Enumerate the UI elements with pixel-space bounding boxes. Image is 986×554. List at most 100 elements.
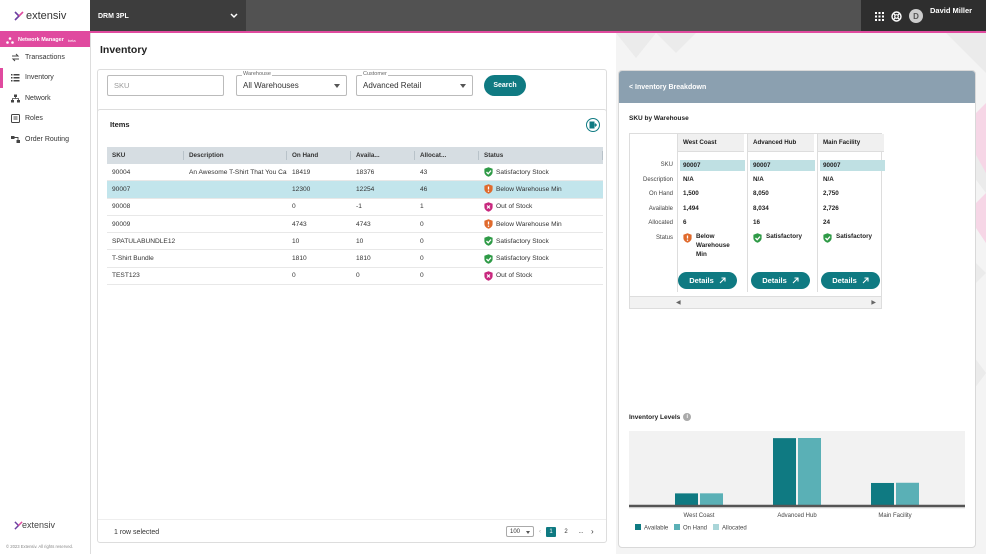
allocated-cell: 1 (420, 203, 424, 211)
x-tick-label: Advanced Hub (777, 513, 817, 519)
network-icon (11, 94, 20, 103)
status-cell: Below Warehouse Min (479, 184, 603, 195)
network-manager-badge[interactable]: Network Manager beta (0, 33, 90, 47)
row-label-status: Status (655, 235, 673, 241)
roles-icon (11, 114, 20, 124)
warehouse-name: Main Facility (818, 134, 884, 152)
page-size-value: 100 (510, 528, 521, 535)
sidebar-item-label: Inventory (25, 74, 54, 82)
inventory-levels-label: Inventory Levels (629, 413, 681, 421)
page-ellipsis[interactable]: ... (578, 528, 584, 535)
bar-on-hand (798, 438, 821, 506)
sidebar-item-network[interactable]: Network (0, 88, 90, 109)
available-cell: 18376 (356, 168, 375, 176)
caret-down-icon (460, 84, 466, 88)
pagination: 100 ‹ 1 2 ... › (506, 526, 594, 537)
network-manager-icon (6, 36, 14, 44)
column-header-sku[interactable]: SKU (107, 151, 184, 160)
help-lifebuoy-icon[interactable] (891, 10, 902, 22)
scroll-right-icon[interactable]: ▶ (871, 300, 876, 306)
warehouse-avail-value: 1,494 (683, 205, 699, 212)
column-header-description[interactable]: Description (184, 151, 287, 160)
description-cell: An Awesome T-Shirt That You Can Wear (189, 168, 287, 176)
avatar[interactable]: D (909, 9, 923, 23)
warehouse-alloc-value: 24 (823, 219, 831, 226)
column-header-available[interactable]: Availa... (351, 151, 415, 160)
badge-suffix: beta (67, 37, 76, 43)
status-warn-icon (484, 219, 493, 229)
table-row[interactable]: TEST123 0 0 0 Out of Stock (107, 268, 603, 286)
account-switcher[interactable]: DRM 3PL (90, 0, 246, 32)
chart-svg: West Coast Advanced Hub Main Facility Avail… (629, 431, 965, 532)
sidebar-item-label: Network (25, 94, 51, 102)
items-title: Items (110, 120, 130, 129)
column-header-status[interactable]: Status (479, 151, 603, 160)
available-cell: 1810 (356, 255, 371, 263)
details-button[interactable]: Details (821, 272, 880, 289)
scroll-left-icon[interactable]: ◀ (676, 300, 681, 306)
badge-label: Network Manager (18, 37, 64, 43)
extensiv-logo-icon (14, 11, 24, 21)
available-cell: -1 (356, 203, 362, 211)
on-hand-cell: 0 (292, 203, 296, 211)
prev-page-icon[interactable]: ‹ (539, 528, 541, 535)
column-header-allocated[interactable]: Allocat... (415, 151, 479, 160)
allocated-cell: 46 (420, 185, 428, 193)
on-hand-cell: 10 (292, 237, 300, 245)
info-icon[interactable]: i (683, 413, 692, 421)
warehouse-value: All Warehouses (243, 81, 299, 90)
page-1[interactable]: 1 (546, 526, 556, 537)
row-label-on-hand: On Hand (648, 191, 673, 197)
status-cell: Satisfactory Stock (479, 253, 603, 264)
row-label-allocated: Allocated (648, 220, 673, 226)
inventory-levels-chart: West Coast Advanced Hub Main Facility Avail… (629, 431, 965, 541)
warehouse-select[interactable]: Warehouse All Warehouses (236, 71, 347, 96)
routing-icon (11, 135, 20, 143)
apps-grid-icon[interactable] (875, 11, 884, 21)
warehouse-name: Advanced Hub (748, 134, 814, 152)
bar-available (675, 493, 698, 506)
top-bar: extensiv DRM 3PL D David Miller (0, 0, 986, 32)
brand-logo[interactable]: extensiv (0, 0, 90, 32)
sidebar-item-transactions[interactable]: Transactions (0, 47, 90, 68)
sidebar-item-order-routing[interactable]: Order Routing (0, 129, 90, 150)
legend-swatch (674, 524, 680, 530)
customer-select[interactable]: Customer Advanced Retail (356, 71, 473, 96)
table-row[interactable]: T-Shirt Bundle 1810 1810 0 Satisfactory Stoc… (107, 250, 603, 268)
table-row[interactable]: 90007 12300 12254 46 Below Warehouse Min (107, 181, 603, 199)
export-button[interactable] (586, 118, 600, 132)
details-button[interactable]: Details (678, 272, 737, 289)
table-row[interactable]: 90004 An Awesome T-Shirt That You Can Wea… (107, 164, 603, 182)
page-title: Inventory (100, 44, 148, 56)
search-button[interactable]: Search (484, 75, 526, 96)
breakdown-back-link[interactable]: < Inventory Breakdown (619, 71, 975, 103)
page-2[interactable]: 2 (564, 528, 568, 535)
warehouse-sku-value: 90007 (680, 160, 745, 171)
status-label: Satisfactory Stock (496, 237, 549, 245)
details-label: Details (689, 276, 714, 285)
transactions-icon (11, 53, 20, 62)
sidebar-item-roles[interactable]: Roles (0, 109, 90, 130)
on-hand-cell: 12300 (292, 185, 311, 193)
available-cell: 10 (356, 237, 364, 245)
table-row[interactable]: 90009 4743 4743 0 Below Warehouse Min (107, 216, 603, 234)
page-size-select[interactable]: 100 (506, 526, 534, 537)
details-button[interactable]: Details (751, 272, 810, 289)
table-row[interactable]: SPATULABUNDLE12 10 10 0 Satisfactory Stock (107, 233, 603, 251)
sku-cell: 90007 (112, 185, 131, 193)
copyright: © 2023 Extensiv. All rights reserved. (6, 544, 74, 549)
caret-down-icon (526, 531, 530, 534)
items-grid: SKU Description On Hand Availa... Alloca… (107, 147, 603, 286)
user-name[interactable]: David Miller (930, 5, 973, 15)
status-out-icon (484, 271, 493, 281)
sidebar-item-label: Transactions (25, 53, 65, 61)
column-header-on-hand[interactable]: On Hand (287, 151, 351, 160)
warehouse-desc-value: N/A (753, 176, 764, 183)
next-page-icon[interactable]: › (591, 527, 594, 536)
horizontal-scrollbar[interactable]: ◀ ▶ (630, 296, 881, 308)
warehouse-status-label: Below Warehouse Min (696, 233, 730, 258)
sidebar-item-inventory[interactable]: Inventory (0, 67, 90, 88)
table-row[interactable]: 90008 0 -1 1 Out of Stock (107, 199, 603, 216)
sku-search-input[interactable]: SKU (107, 75, 224, 96)
top-bar-spacer (246, 0, 861, 32)
